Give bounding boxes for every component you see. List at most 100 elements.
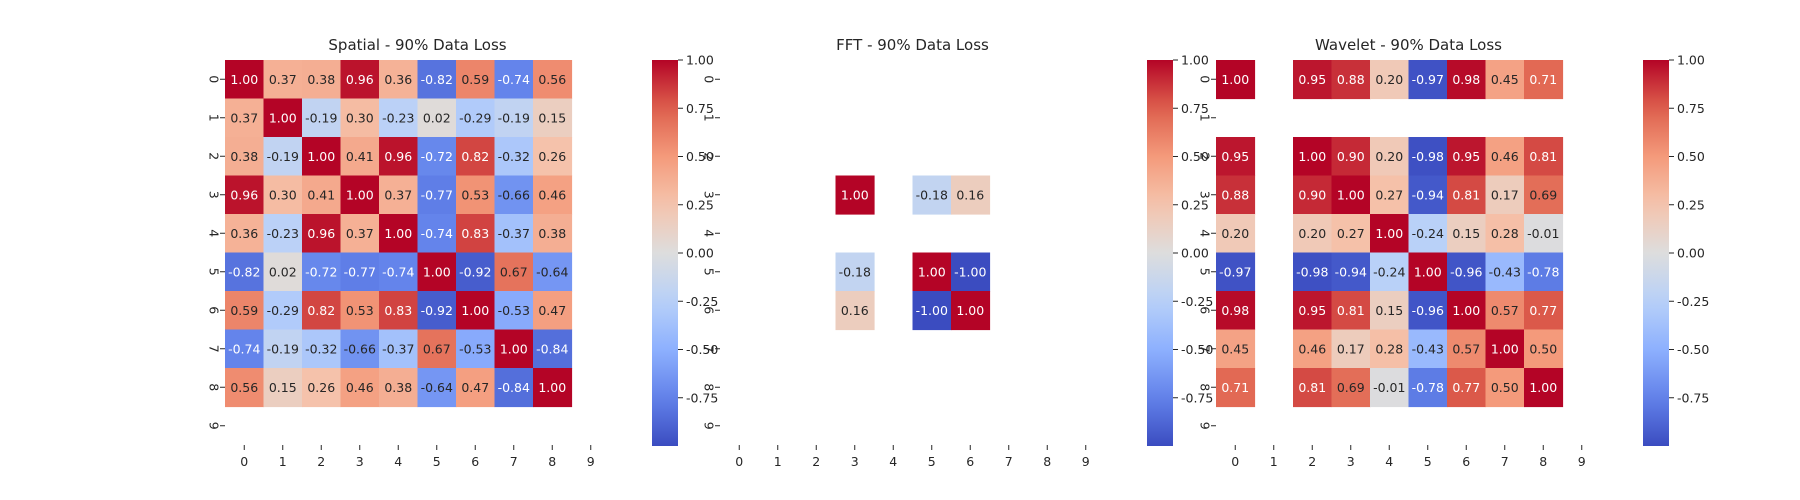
- heatmap-cell: [1216, 60, 1256, 100]
- cell-value-label: 0.37: [230, 110, 258, 125]
- cell-value-label: 1.00: [307, 149, 335, 164]
- heatmap-cell: [1331, 175, 1371, 215]
- cell-value-label: 0.15: [1452, 226, 1480, 241]
- x-tick-label: 7: [1005, 454, 1013, 469]
- heatmap-cell: [912, 252, 952, 292]
- heatmap-cell: [302, 98, 342, 138]
- cell-value-label: 1.00: [500, 341, 528, 356]
- cell-value-label: 0.81: [1298, 380, 1326, 395]
- heatmap-cell: [1216, 214, 1256, 254]
- heatmap-cell: [225, 137, 265, 177]
- heatmap-cell: [533, 60, 573, 100]
- cell-value-label: 1.00: [1452, 303, 1480, 318]
- cell-value-label: -1.00: [916, 303, 948, 318]
- cell-value-label: 0.88: [1221, 187, 1249, 202]
- y-tick-label: 6: [702, 306, 717, 314]
- heatmap-cell: [1216, 368, 1256, 408]
- cell-value-label: 0.47: [461, 380, 489, 395]
- heatmap-cell: [1293, 60, 1333, 100]
- heatmap-cell: [379, 175, 419, 215]
- colorbar-tick-label: 1.00: [1181, 53, 1209, 68]
- heatmap-cell: [263, 214, 303, 254]
- cell-value-label: 1.00: [1298, 149, 1326, 164]
- cell-value-label: -0.92: [459, 264, 491, 279]
- heatmap-cell: [379, 291, 419, 331]
- y-tick-label: 9: [207, 422, 222, 430]
- heatmap-cell: [494, 329, 534, 369]
- heatmap-cell: [225, 368, 265, 408]
- cell-value-label: 0.59: [461, 72, 489, 87]
- x-tick-label: 6: [1462, 454, 1470, 469]
- heatmap-cell: [379, 329, 419, 369]
- heatmap-cell: [225, 175, 265, 215]
- cell-value-label: 0.81: [1337, 303, 1365, 318]
- cell-value-label: -0.37: [382, 341, 414, 356]
- y-tick-label: 4: [207, 229, 222, 237]
- cell-value-label: -0.32: [498, 149, 530, 164]
- heatmap-cell: [340, 214, 380, 254]
- colorbar-tick-label: 0.00: [1677, 246, 1705, 261]
- cell-value-label: 0.45: [1221, 341, 1249, 356]
- cell-value-label: 1.00: [346, 187, 374, 202]
- cell-value-label: 1.00: [269, 110, 297, 125]
- heatmap-cell: [1216, 252, 1256, 292]
- heatmap-cell: [1524, 291, 1564, 331]
- heatmap-cell: [533, 252, 573, 292]
- y-tick-label: 3: [1198, 191, 1213, 199]
- cell-value-label: 1.00: [1414, 264, 1442, 279]
- heatmap-cell: [340, 98, 380, 138]
- heatmap-cell: [951, 175, 991, 215]
- cell-value-label: 0.28: [1491, 226, 1519, 241]
- colorbar-tick-label: 0.75: [1181, 101, 1209, 116]
- x-tick-label: 2: [317, 454, 325, 469]
- heatmap-cell: [533, 291, 573, 331]
- y-tick-label: 3: [207, 191, 222, 199]
- heatmap-cell: [302, 329, 342, 369]
- y-tick-label: 8: [207, 383, 222, 391]
- heatmap-cell: [1408, 214, 1448, 254]
- cell-value-label: -0.98: [1296, 264, 1328, 279]
- cell-value-label: 0.96: [230, 187, 258, 202]
- cell-value-label: -0.84: [498, 380, 530, 395]
- cell-value-label: 0.53: [346, 303, 374, 318]
- cell-value-label: 0.90: [1337, 149, 1365, 164]
- heatmap-cell: [263, 137, 303, 177]
- cell-value-label: -0.77: [421, 187, 453, 202]
- cell-value-label: -0.72: [305, 264, 337, 279]
- cell-value-label: 0.69: [1337, 380, 1365, 395]
- heatmap-cell: [494, 137, 534, 177]
- cell-value-label: -0.32: [305, 341, 337, 356]
- heatmap-cell: [1447, 329, 1487, 369]
- heatmap-cell: [494, 291, 534, 331]
- cell-value-label: 0.15: [269, 380, 297, 395]
- cell-value-label: 1.00: [1491, 341, 1519, 356]
- heatmap-cell: [1293, 175, 1333, 215]
- cell-value-label: 1.00: [1529, 380, 1557, 395]
- heatmap-cell: [533, 98, 573, 138]
- heatmap-cell: [1524, 214, 1564, 254]
- cell-value-label: 0.36: [384, 72, 412, 87]
- heatmap-cell: [1447, 368, 1487, 408]
- heatmap-cell: [302, 214, 342, 254]
- heatmap-cell: [1485, 329, 1525, 369]
- cell-value-label: 0.53: [461, 187, 489, 202]
- colorbar-tick-label: -0.25: [1677, 294, 1709, 309]
- cell-value-label: -0.74: [421, 226, 453, 241]
- y-tick-label: 1: [702, 114, 717, 122]
- cell-value-label: 0.17: [1491, 187, 1519, 202]
- y-tick-label: 5: [702, 268, 717, 276]
- cell-value-label: 0.37: [384, 187, 412, 202]
- cell-value-label: -0.74: [498, 72, 530, 87]
- heatmap-cell: [456, 252, 496, 292]
- heatmap-cell: [1524, 60, 1564, 100]
- y-tick-label: 5: [1198, 268, 1213, 276]
- x-tick-label: 0: [1231, 454, 1239, 469]
- cell-value-label: 0.82: [461, 149, 489, 164]
- x-tick-label: 4: [394, 454, 402, 469]
- cell-value-label: -0.43: [1489, 264, 1521, 279]
- cell-value-label: 0.20: [1375, 72, 1403, 87]
- heatmap-cell: [533, 137, 573, 177]
- cell-value-label: 0.71: [1221, 380, 1249, 395]
- heatmap-cell: [340, 175, 380, 215]
- cell-value-label: -0.64: [536, 264, 568, 279]
